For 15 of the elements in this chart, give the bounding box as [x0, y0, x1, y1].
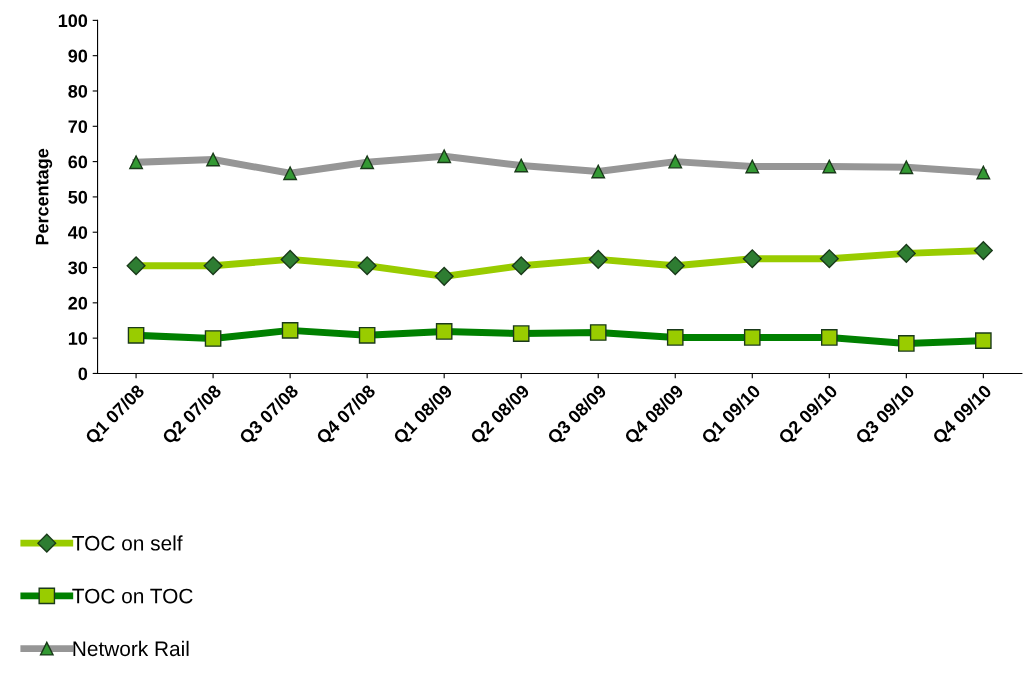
legend-label: TOC on TOC [72, 588, 193, 604]
y-tick-label: 40 [68, 226, 88, 239]
y-tick-label: 30 [68, 261, 88, 275]
y-tick-label: 80 [68, 84, 88, 98]
y-axis-title: Percentage [35, 148, 53, 245]
y-tick-label: 90 [68, 49, 88, 63]
y-tick-label: 60 [68, 155, 88, 169]
y-tick-label: 50 [68, 190, 88, 204]
y-tick-label: 100 [58, 14, 88, 28]
y-tick-label: 10 [68, 332, 88, 345]
y-tick-label: 70 [68, 120, 88, 134]
legend-label: Network Rail [73, 640, 189, 657]
legend-label: TOC on self [72, 535, 183, 551]
y-tick-label: 0 [78, 367, 88, 381]
y-tick-label: 20 [68, 296, 88, 310]
